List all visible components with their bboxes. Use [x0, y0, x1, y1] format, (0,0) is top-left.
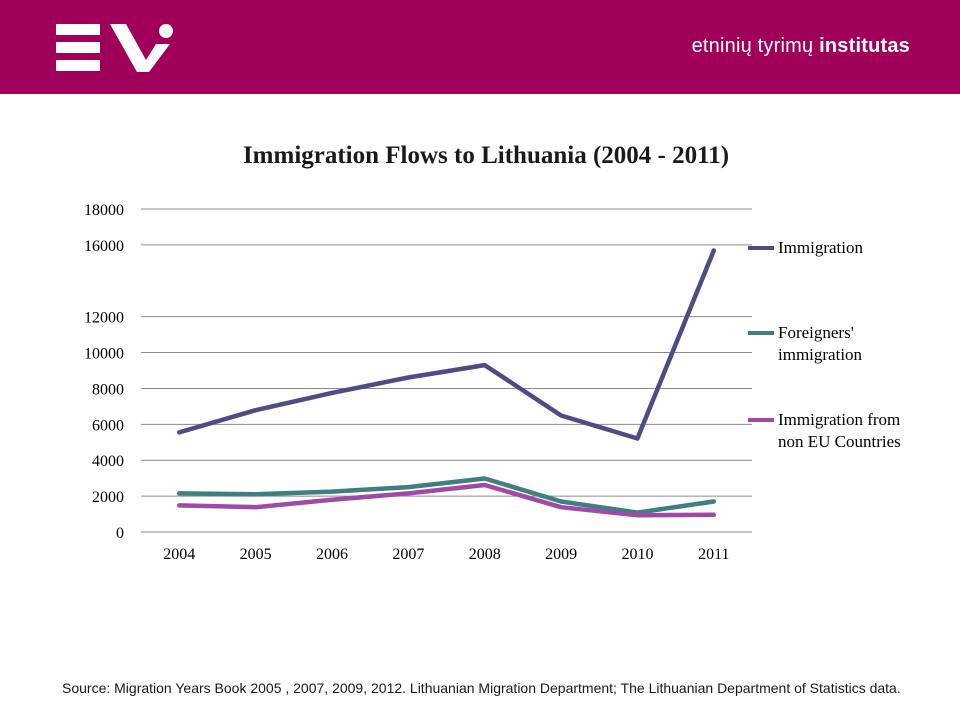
legend-label-non-eu: Immigration from non EU Countries — [778, 410, 901, 451]
brand-name: etninių tyrimų institutas — [692, 35, 910, 58]
y-tick-label: 4000 — [92, 453, 124, 470]
x-tick-label: 2004 — [163, 546, 195, 563]
y-tick-label: 10000 — [84, 346, 124, 363]
brand-name-bold: institutas — [819, 35, 910, 57]
y-tick-label: 8000 — [92, 381, 124, 398]
x-tick-label: 2005 — [240, 546, 272, 563]
source-note: Source: Migration Years Book 2005 , 2007… — [62, 680, 901, 696]
y-tick-label: 6000 — [92, 417, 124, 434]
y-tick-label: 2000 — [92, 489, 124, 506]
chart-title: Immigration Flows to Lithuania (2004 - 2… — [242, 142, 730, 169]
series-line-foreigners — [176, 476, 717, 515]
y-tick-label: 16000 — [84, 238, 124, 255]
y-tick-label: 0 — [116, 525, 124, 542]
x-tick-label: 2008 — [469, 546, 501, 563]
legend-swatch-immigration — [748, 246, 774, 250]
legend-swatch-non-eu — [748, 418, 774, 422]
series-line-immigration — [176, 248, 717, 441]
legend-label-foreigners: Foreigners' immigration — [778, 323, 863, 364]
x-tick-label: 2010 — [621, 546, 653, 563]
x-tick-label: 2011 — [698, 546, 729, 563]
legend-swatch-foreigners — [748, 331, 774, 335]
series-line-non-eu — [176, 482, 717, 518]
x-tick-label: 2007 — [392, 546, 424, 563]
x-tick-label: 2006 — [316, 546, 348, 563]
legend-label-immigration: Immigration — [778, 238, 863, 257]
y-tick-label: 12000 — [84, 310, 124, 327]
y-tick-label: 18000 — [84, 202, 124, 219]
brand-name-light: etninių tyrimų — [691, 35, 814, 57]
logo-icon — [56, 24, 173, 72]
x-tick-label: 2009 — [545, 546, 577, 563]
